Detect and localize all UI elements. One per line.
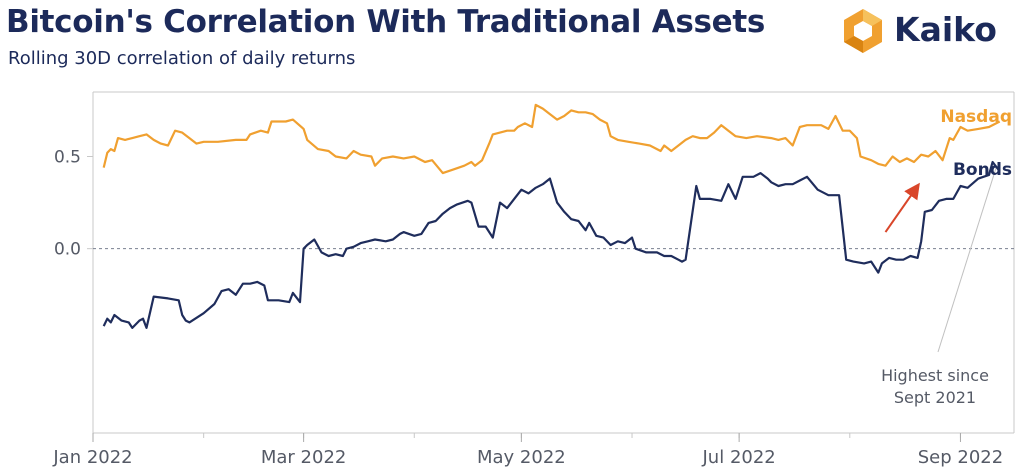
- series-line-nasdaq: [102, 103, 1001, 175]
- series-line-bonds: [102, 160, 1001, 329]
- x-tick-label: May 2022: [477, 447, 566, 468]
- trend-arrow: [884, 182, 920, 233]
- x-tick-label: Mar 2022: [261, 447, 347, 468]
- x-tick-label: Jan 2022: [52, 447, 132, 468]
- chart-subtitle: Rolling 30D correlation of daily returns: [8, 48, 356, 69]
- kaiko-brand-name: Kaiko: [894, 10, 997, 49]
- y-tick-label: 0.5: [54, 148, 81, 168]
- callout-text-line: Highest since: [881, 366, 989, 385]
- callout-text-line: Sept 2021: [894, 388, 976, 407]
- y-tick-label: 0.0: [54, 240, 81, 260]
- chart-title: Bitcoin's Correlation With Traditional A…: [6, 4, 766, 40]
- series-label-bonds: Bonds: [953, 160, 1012, 180]
- x-tick-label: Sep 2022: [918, 447, 1003, 468]
- x-tick-label: Jul 2022: [702, 447, 776, 468]
- series-label-nasdaq: Nasdaq: [940, 107, 1012, 127]
- callout-leader-line: [937, 167, 997, 353]
- kaiko-logo-icon: [844, 9, 882, 53]
- kaiko-logo: Kaiko: [838, 6, 1018, 62]
